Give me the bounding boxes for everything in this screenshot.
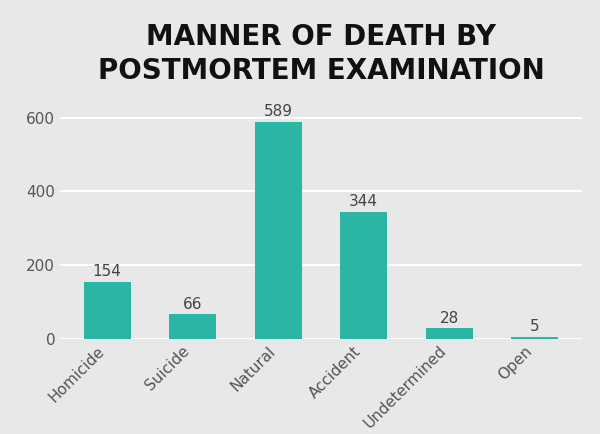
Bar [169, 314, 216, 339]
Text: 28: 28 [440, 311, 459, 326]
Bar [340, 212, 387, 339]
Title: MANNER OF DEATH BY
POSTMORTEM EXAMINATION: MANNER OF DEATH BY POSTMORTEM EXAMINATIO… [98, 23, 544, 85]
Bar [426, 328, 473, 339]
Text: 344: 344 [349, 194, 378, 209]
Text: 154: 154 [93, 264, 122, 279]
Text: 66: 66 [183, 296, 202, 312]
Text: 589: 589 [264, 104, 293, 119]
Bar [255, 122, 302, 339]
Bar [511, 337, 558, 339]
Text: 5: 5 [530, 319, 539, 334]
Bar [84, 282, 131, 339]
